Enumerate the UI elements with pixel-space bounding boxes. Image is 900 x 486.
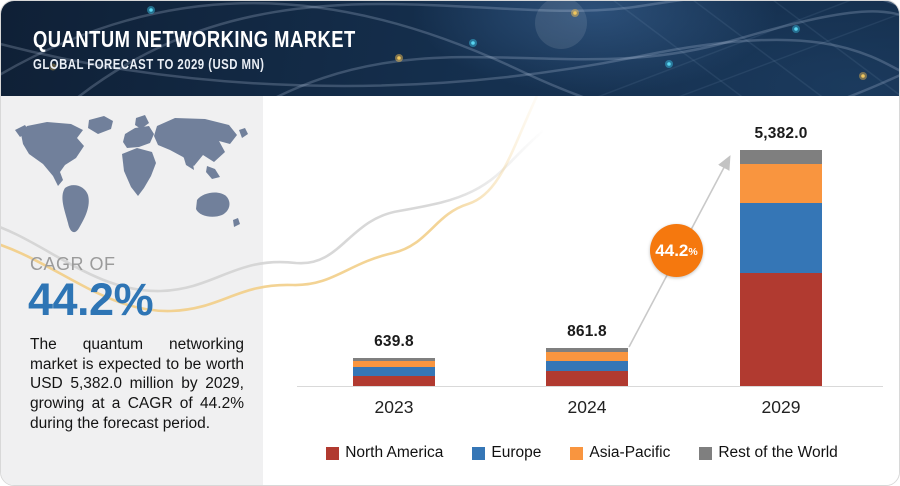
x-axis-label-2024: 2024 <box>567 397 607 417</box>
page-title: QUANTUM NETWORKING MARKET <box>33 26 356 52</box>
badge-value: 44.2 <box>655 240 689 260</box>
bar-segment-2029-north-america <box>740 272 822 386</box>
cagr-badge: 44.2% <box>650 224 703 277</box>
bar-total-label-2023: 639.8 <box>374 332 414 350</box>
market-description: The quantum networking market is expecte… <box>30 336 244 432</box>
bar-segment-2024-europe <box>546 361 628 372</box>
legend-swatch-asia-pacific <box>570 446 584 460</box>
bar-segment-2024-rest-of-the-world <box>546 348 628 352</box>
header-banner: QUANTUM NETWORKING MARKET GLOBAL FORECAS… <box>1 1 899 96</box>
legend-item-europe: Europe <box>472 444 541 462</box>
badge-percent-sign: % <box>688 246 698 258</box>
world-map <box>15 115 248 233</box>
legend-label-europe: Europe <box>491 444 542 461</box>
legend-item-asia-pacific: Asia-Pacific <box>570 444 670 462</box>
cagr-value: 44.2% <box>28 274 154 325</box>
legend-label-north-america: North America <box>345 444 444 461</box>
bar-segment-2023-rest-of-the-world <box>353 357 435 361</box>
page-subtitle: GLOBAL FORECAST TO 2029 (USD MN) <box>33 56 265 73</box>
bar-total-label-2029: 5,382.0 <box>754 125 808 142</box>
cagr-label: CAGR OF <box>30 254 116 274</box>
legend-swatch-rest-of-world <box>699 446 713 460</box>
bar-segment-2024-north-america <box>546 371 628 386</box>
legend-swatch-north-america <box>326 446 340 460</box>
x-axis-label-2023: 2023 <box>374 397 414 417</box>
legend-swatch-europe <box>472 446 486 460</box>
bar-segment-2029-rest-of-the-world <box>740 150 822 165</box>
summary-panel: CAGR OF 44.2% The quantum networking mar… <box>1 96 263 485</box>
legend-item-north-america: North America <box>326 444 443 462</box>
chart-legend: North America Europe Asia-Pacific Rest o… <box>263 442 899 464</box>
bar-segment-2023-europe <box>353 366 435 376</box>
bar-segment-2023-north-america <box>353 376 435 386</box>
legend-item-rest-of-world: Rest of the World <box>699 444 838 462</box>
legend-label-asia-pacific: Asia-Pacific <box>589 444 671 461</box>
bar-segment-2023-asia-pacific <box>353 361 435 367</box>
bar-segment-2024-asia-pacific <box>546 352 628 362</box>
x-axis-line <box>297 386 883 387</box>
x-axis-label-2029: 2029 <box>761 397 801 417</box>
bar-total-label-2024: 861.8 <box>567 323 607 341</box>
bar-segment-2029-asia-pacific <box>740 164 822 204</box>
legend-label-rest-of-world: Rest of the World <box>718 444 838 461</box>
bar-segment-2029-europe <box>740 203 822 273</box>
